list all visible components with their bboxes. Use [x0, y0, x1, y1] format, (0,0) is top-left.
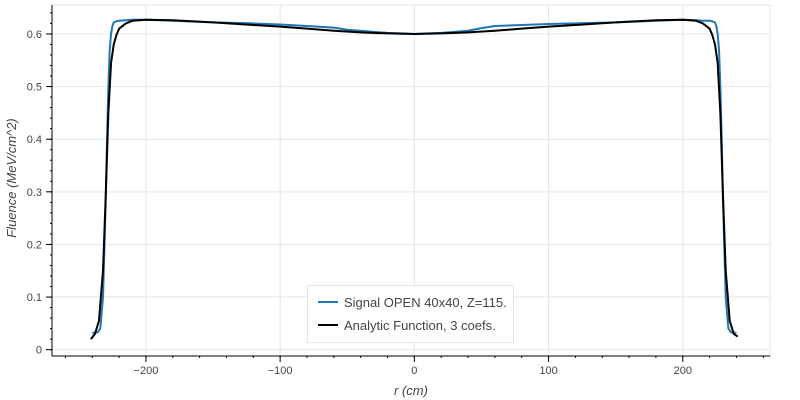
y-tick-label: 0.2	[27, 239, 42, 251]
x-tick-label: −100	[268, 365, 293, 377]
x-tick-label: −200	[134, 365, 159, 377]
y-tick-label: 0.5	[27, 82, 42, 94]
legend: Signal OPEN 40x40, Z=115. Analytic Funct…	[307, 285, 514, 343]
x-axis-label: r (cm)	[394, 383, 428, 398]
y-tick-label: 0.1	[27, 292, 42, 304]
x-tick-label: 100	[539, 365, 557, 377]
y-tick-label: 0.6	[27, 29, 42, 41]
legend-item-signal: Signal OPEN 40x40, Z=115.	[318, 292, 507, 312]
legend-swatch-signal	[318, 301, 338, 303]
y-tick-label: 0.4	[27, 134, 42, 146]
x-tick-label: 0	[411, 365, 417, 377]
grid-lines	[52, 5, 770, 356]
legend-swatch-analytic	[318, 324, 338, 326]
x-tick-label: 200	[674, 365, 692, 377]
series-line-1	[90, 18, 739, 340]
y-tick-label: 0.3	[27, 187, 42, 199]
legend-label-signal: Signal OPEN 40x40, Z=115.	[344, 294, 507, 310]
y-axis-label: Fluence (MeV/cm^2)	[4, 118, 19, 238]
series-layer	[90, 18, 739, 340]
axes: −200 −100 0 100 200 0 0.1 0.2 0.3 0.4 0.5 0.6	[27, 5, 770, 377]
legend-label-analytic: Analytic Function, 3 coefs.	[344, 317, 496, 333]
legend-item-analytic: Analytic Function, 3 coefs.	[318, 315, 496, 335]
y-tick-label: 0	[36, 345, 42, 357]
